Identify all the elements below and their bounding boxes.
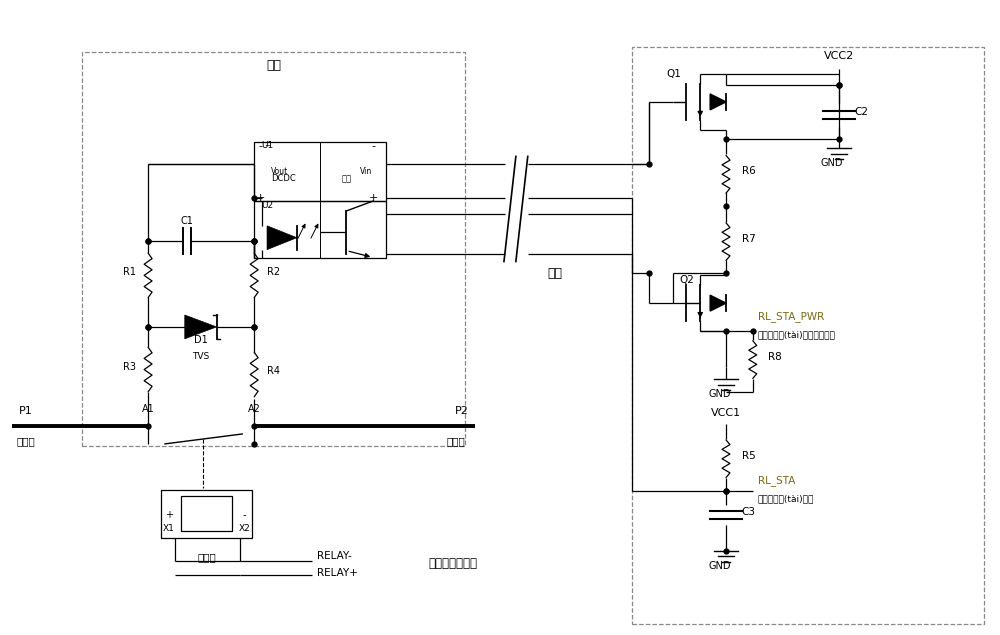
Text: +: + bbox=[368, 193, 378, 203]
Text: GND: GND bbox=[709, 389, 731, 399]
Text: RL_STA_PWR: RL_STA_PWR bbox=[758, 311, 824, 322]
Text: -: - bbox=[371, 142, 375, 152]
Text: GND: GND bbox=[821, 158, 843, 168]
Text: GND: GND bbox=[709, 561, 731, 571]
Text: R2: R2 bbox=[267, 267, 280, 277]
Text: P1: P1 bbox=[19, 406, 33, 416]
Text: Vin: Vin bbox=[360, 167, 372, 177]
Text: RELAY+: RELAY+ bbox=[317, 568, 357, 578]
Polygon shape bbox=[267, 226, 297, 250]
Text: R7: R7 bbox=[742, 234, 756, 244]
Text: 功率線: 功率線 bbox=[447, 436, 465, 446]
Text: 功率線: 功率線 bbox=[17, 436, 36, 446]
Text: C2: C2 bbox=[855, 107, 869, 117]
Text: X1: X1 bbox=[163, 524, 175, 533]
Text: 線束: 線束 bbox=[547, 267, 562, 281]
Text: -: - bbox=[243, 511, 246, 520]
Text: 模塊: 模塊 bbox=[341, 174, 351, 184]
Text: R3: R3 bbox=[123, 361, 136, 371]
Polygon shape bbox=[710, 295, 726, 311]
Text: -: - bbox=[258, 142, 262, 152]
Text: U1: U1 bbox=[261, 142, 273, 150]
Bar bbox=[181, 497, 232, 531]
Text: 接觸器控制端口: 接觸器控制端口 bbox=[429, 557, 478, 570]
Text: U2: U2 bbox=[261, 201, 273, 210]
Text: R1: R1 bbox=[123, 267, 136, 277]
Text: VCC2: VCC2 bbox=[824, 51, 854, 62]
Bar bbox=[161, 490, 252, 538]
Bar bbox=[254, 201, 386, 258]
Text: +: + bbox=[165, 511, 173, 520]
Text: TVS: TVS bbox=[192, 352, 209, 361]
Text: +: + bbox=[255, 193, 265, 203]
Text: ─: ─ bbox=[265, 144, 269, 149]
Text: A2: A2 bbox=[248, 404, 261, 414]
Text: RELAY-: RELAY- bbox=[317, 551, 351, 561]
Text: C1: C1 bbox=[180, 216, 193, 226]
Text: C3: C3 bbox=[742, 507, 756, 518]
Text: A1: A1 bbox=[142, 404, 154, 414]
Text: 隔離: 隔離 bbox=[266, 58, 281, 72]
Text: Vout: Vout bbox=[271, 167, 289, 177]
Text: DCDC: DCDC bbox=[272, 174, 296, 184]
Text: R6: R6 bbox=[742, 166, 756, 177]
Text: R4: R4 bbox=[267, 366, 280, 377]
Text: VCC1: VCC1 bbox=[711, 408, 741, 418]
Text: P2: P2 bbox=[454, 406, 468, 416]
Text: 接觸器狀態(tài)輸出: 接觸器狀態(tài)輸出 bbox=[758, 495, 814, 504]
Text: R5: R5 bbox=[742, 451, 756, 461]
Text: R8: R8 bbox=[768, 352, 781, 361]
Text: RL_STA: RL_STA bbox=[758, 476, 795, 486]
Text: Q1: Q1 bbox=[666, 69, 681, 79]
Text: D1: D1 bbox=[194, 335, 208, 345]
Bar bbox=[254, 142, 386, 201]
Text: Q2: Q2 bbox=[679, 276, 694, 285]
Bar bbox=[632, 48, 984, 624]
Text: 接觸器: 接觸器 bbox=[197, 552, 216, 562]
Bar bbox=[82, 52, 465, 446]
Text: X2: X2 bbox=[238, 524, 250, 533]
Polygon shape bbox=[710, 94, 726, 110]
Text: 接觸器狀態(tài)檢測電源使能: 接觸器狀態(tài)檢測電源使能 bbox=[758, 330, 836, 339]
Polygon shape bbox=[185, 315, 217, 339]
